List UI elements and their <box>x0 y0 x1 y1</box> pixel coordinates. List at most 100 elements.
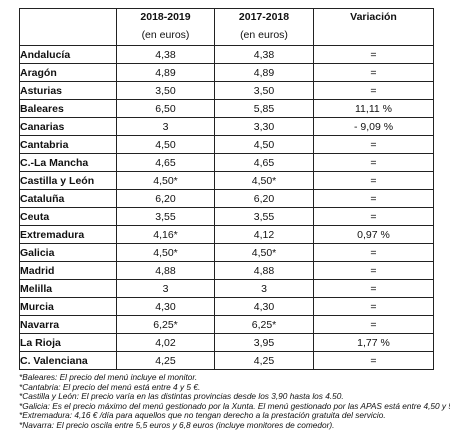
variation-cell: = <box>313 207 434 226</box>
value-2018-2019-cell: 4,50 <box>116 135 215 154</box>
table-row: Murcia 4,30 4,30 = <box>19 297 434 316</box>
value-2018-2019-cell: 6,50 <box>116 99 215 118</box>
price-table: 2018-2019 (en euros) 2017-2018 (en euros… <box>19 8 434 370</box>
footnote: *Galicia: Es el precio máximo del menú g… <box>19 400 450 411</box>
table-row: Aragón 4,89 4,89 = <box>19 63 434 82</box>
footnotes: *Baleares: El precio del menú incluye el… <box>19 372 450 431</box>
region-cell: Canarias <box>19 117 117 136</box>
region-cell: Navarra <box>19 315 117 334</box>
table-header-row: 2018-2019 (en euros) 2017-2018 (en euros… <box>19 8 434 46</box>
value-2017-2018-cell: 6,20 <box>214 189 314 208</box>
header-variacion: Variación <box>313 8 434 46</box>
value-2017-2018-cell: 4,65 <box>214 153 314 172</box>
table-row: Asturias 3,50 3,50 = <box>19 81 434 100</box>
value-2018-2019-cell: 6,20 <box>116 189 215 208</box>
footnote: *Baleares: El precio del menú incluye el… <box>19 372 198 382</box>
region-cell: C.-La Mancha <box>19 153 117 172</box>
region-cell: Murcia <box>19 297 117 316</box>
value-2017-2018-cell: 4,38 <box>214 45 314 64</box>
value-2018-2019-cell: 3 <box>116 117 215 136</box>
table-row: Madrid 4,88 4,88 = <box>19 261 434 280</box>
region-cell: Aragón <box>19 63 117 82</box>
table-row: C. Valenciana 4,25 4,25 = <box>19 351 434 370</box>
region-cell: Melilla <box>19 279 117 298</box>
variation-cell: = <box>313 189 434 208</box>
variation-cell: = <box>313 261 434 280</box>
region-cell: Castilla y León <box>19 171 117 190</box>
variation-cell: 0,97 % <box>313 225 434 244</box>
region-cell: La Rioja <box>19 333 117 352</box>
variation-cell: = <box>313 279 434 298</box>
region-cell: Asturias <box>19 81 117 100</box>
region-cell: Ceuta <box>19 207 117 226</box>
footnote: *Extremadura: 4,16 € /día para aquellos … <box>19 410 386 421</box>
value-2017-2018-cell: 4,50 <box>214 135 314 154</box>
value-2018-2019-cell: 4,88 <box>116 261 215 280</box>
region-cell: C. Valenciana <box>19 351 117 370</box>
value-2018-2019-cell: 6,25* <box>116 315 215 334</box>
value-2018-2019-cell: 4,02 <box>116 333 215 352</box>
variation-cell: = <box>313 81 434 100</box>
value-2017-2018-cell: 4,50* <box>214 243 314 262</box>
header-unit: (en euros) <box>240 29 288 41</box>
region-cell: Cataluña <box>19 189 117 208</box>
variation-cell: = <box>313 153 434 172</box>
variation-cell: = <box>313 45 434 64</box>
region-cell: Baleares <box>19 99 117 118</box>
footnote: *Castilla y León: El precio varía en las… <box>19 391 344 402</box>
header-region <box>19 8 117 46</box>
table-row: Ceuta 3,55 3,55 = <box>19 207 434 226</box>
value-2018-2019-cell: 4,25 <box>116 351 215 370</box>
table-row: Galicia 4,50* 4,50* = <box>19 243 434 262</box>
variation-cell: = <box>313 297 434 316</box>
variation-cell: = <box>313 171 434 190</box>
value-2017-2018-cell: 4,88 <box>214 261 314 280</box>
value-2018-2019-cell: 3,50 <box>116 81 215 100</box>
header-title: 2017-2018 <box>238 11 290 23</box>
variation-cell: = <box>313 243 434 262</box>
variation-cell: = <box>313 63 434 82</box>
value-2018-2019-cell: 4,38 <box>116 45 215 64</box>
header-title: Variación <box>350 11 397 23</box>
value-2017-2018-cell: 4,30 <box>214 297 314 316</box>
value-2017-2018-cell: 3,95 <box>214 333 314 352</box>
table-row: Cantabria 4,50 4,50 = <box>19 135 434 154</box>
value-2018-2019-cell: 3,55 <box>116 207 215 226</box>
value-2017-2018-cell: 3,50 <box>214 81 314 100</box>
region-cell: Madrid <box>19 261 117 280</box>
header-2017-2018: 2017-2018 (en euros) <box>214 8 314 46</box>
value-2017-2018-cell: 3 <box>214 279 314 298</box>
value-2018-2019-cell: 3 <box>116 279 215 298</box>
table-row: Navarra 6,25* 6,25* = <box>19 315 434 334</box>
variation-cell: 11,11 % <box>313 99 434 118</box>
table-row: Cataluña 6,20 6,20 = <box>19 189 434 208</box>
value-2017-2018-cell: 5,85 <box>214 99 314 118</box>
footnote: *Navarra: El precio oscila entre 5,5 eur… <box>19 419 335 430</box>
table-row: Andalucía 4,38 4,38 = <box>19 45 434 64</box>
table-row: La Rioja 4,02 3,95 1,77 % <box>19 333 434 352</box>
table-row: Extremadura 4,16* 4,12 0,97 % <box>19 225 434 244</box>
value-2018-2019-cell: 4,65 <box>116 153 215 172</box>
value-2018-2019-cell: 4,89 <box>116 63 215 82</box>
table-row: Castilla y León 4,50* 4,50* = <box>19 171 434 190</box>
table-row: Melilla 3 3 = <box>19 279 434 298</box>
region-cell: Extremadura <box>19 225 117 244</box>
value-2017-2018-cell: 3,30 <box>214 117 314 136</box>
variation-cell: 1,77 % <box>313 333 434 352</box>
value-2017-2018-cell: 4,12 <box>214 225 314 244</box>
table-row: C.-La Mancha 4,65 4,65 = <box>19 153 434 172</box>
value-2017-2018-cell: 4,50* <box>214 171 314 190</box>
value-2018-2019-cell: 4,30 <box>116 297 215 316</box>
region-cell: Cantabria <box>19 135 117 154</box>
variation-cell: = <box>313 315 434 334</box>
value-2017-2018-cell: 4,89 <box>214 63 314 82</box>
variation-cell: = <box>313 351 434 370</box>
header-title: 2018-2019 <box>140 11 191 23</box>
variation-cell: - 9,09 % <box>313 117 434 136</box>
table-row: Baleares 6,50 5,85 11,11 % <box>19 99 434 118</box>
region-cell: Andalucía <box>19 45 117 64</box>
value-2017-2018-cell: 3,55 <box>214 207 314 226</box>
region-cell: Galicia <box>19 243 117 262</box>
value-2018-2019-cell: 4,16* <box>116 225 215 244</box>
variation-cell: = <box>313 135 434 154</box>
